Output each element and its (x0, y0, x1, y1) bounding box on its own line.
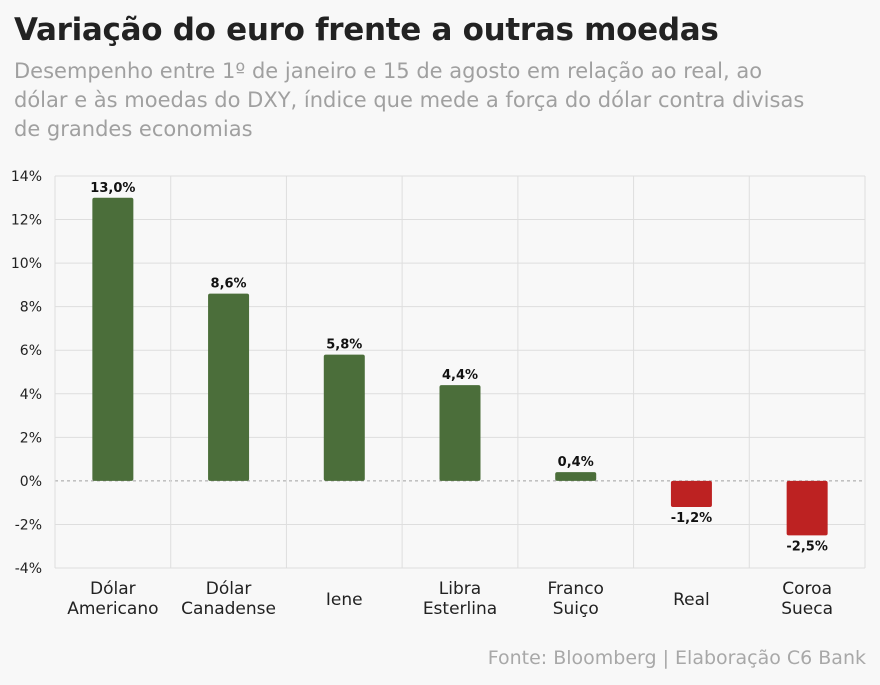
bar (670, 480, 712, 508)
category-label: Sueca (781, 599, 833, 619)
data-label: -2,5% (786, 539, 827, 554)
source-note: Fonte: Bloomberg | Elaboração C6 Bank (487, 647, 866, 669)
category-label: Dólar (90, 579, 136, 599)
data-label: 0,4% (558, 455, 594, 470)
y-tick-label: 2% (20, 430, 42, 446)
chart-subtitle: Desempenho entre 1º de janeiro e 15 de a… (14, 59, 805, 141)
data-label: 5,8% (326, 338, 362, 353)
bar (555, 472, 597, 481)
category-label: Franco (547, 579, 603, 599)
category-label: Libra (439, 579, 481, 599)
bar-chart: -4%-2%0%2%4%6%8%10%12%14%13,0%DólarAmeri… (11, 169, 866, 619)
y-tick-label: 6% (20, 343, 42, 359)
category-label: Coroa (782, 579, 832, 599)
category-label: Iene (326, 590, 363, 610)
data-label: 8,6% (211, 277, 247, 292)
y-tick-label: 4% (20, 387, 42, 403)
bar (439, 385, 481, 481)
bar (208, 293, 250, 481)
category-label: Suiço (553, 599, 599, 619)
data-label: -1,2% (671, 511, 712, 526)
chart-title: Variação do euro frente a outras moedas (14, 12, 719, 48)
y-tick-label: -4% (15, 561, 42, 577)
category-label: Real (673, 590, 710, 610)
category-label: Canadense (181, 599, 276, 619)
bar (323, 354, 365, 481)
category-label: Americano (67, 599, 158, 619)
y-tick-label: -2% (15, 517, 42, 533)
y-tick-label: 0% (20, 474, 42, 490)
category-label: Dólar (206, 579, 252, 599)
y-tick-label: 10% (11, 256, 42, 272)
data-label: 4,4% (442, 368, 478, 383)
y-tick-label: 14% (11, 169, 42, 185)
y-tick-label: 8% (20, 300, 42, 316)
y-tick-label: 12% (11, 213, 42, 229)
data-label: 13,0% (90, 181, 135, 196)
bar (92, 197, 134, 481)
bar (786, 480, 828, 536)
category-label: Esterlina (423, 599, 497, 619)
